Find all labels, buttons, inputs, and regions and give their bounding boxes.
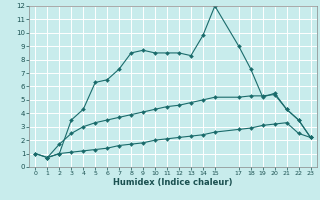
X-axis label: Humidex (Indice chaleur): Humidex (Indice chaleur): [113, 178, 233, 187]
